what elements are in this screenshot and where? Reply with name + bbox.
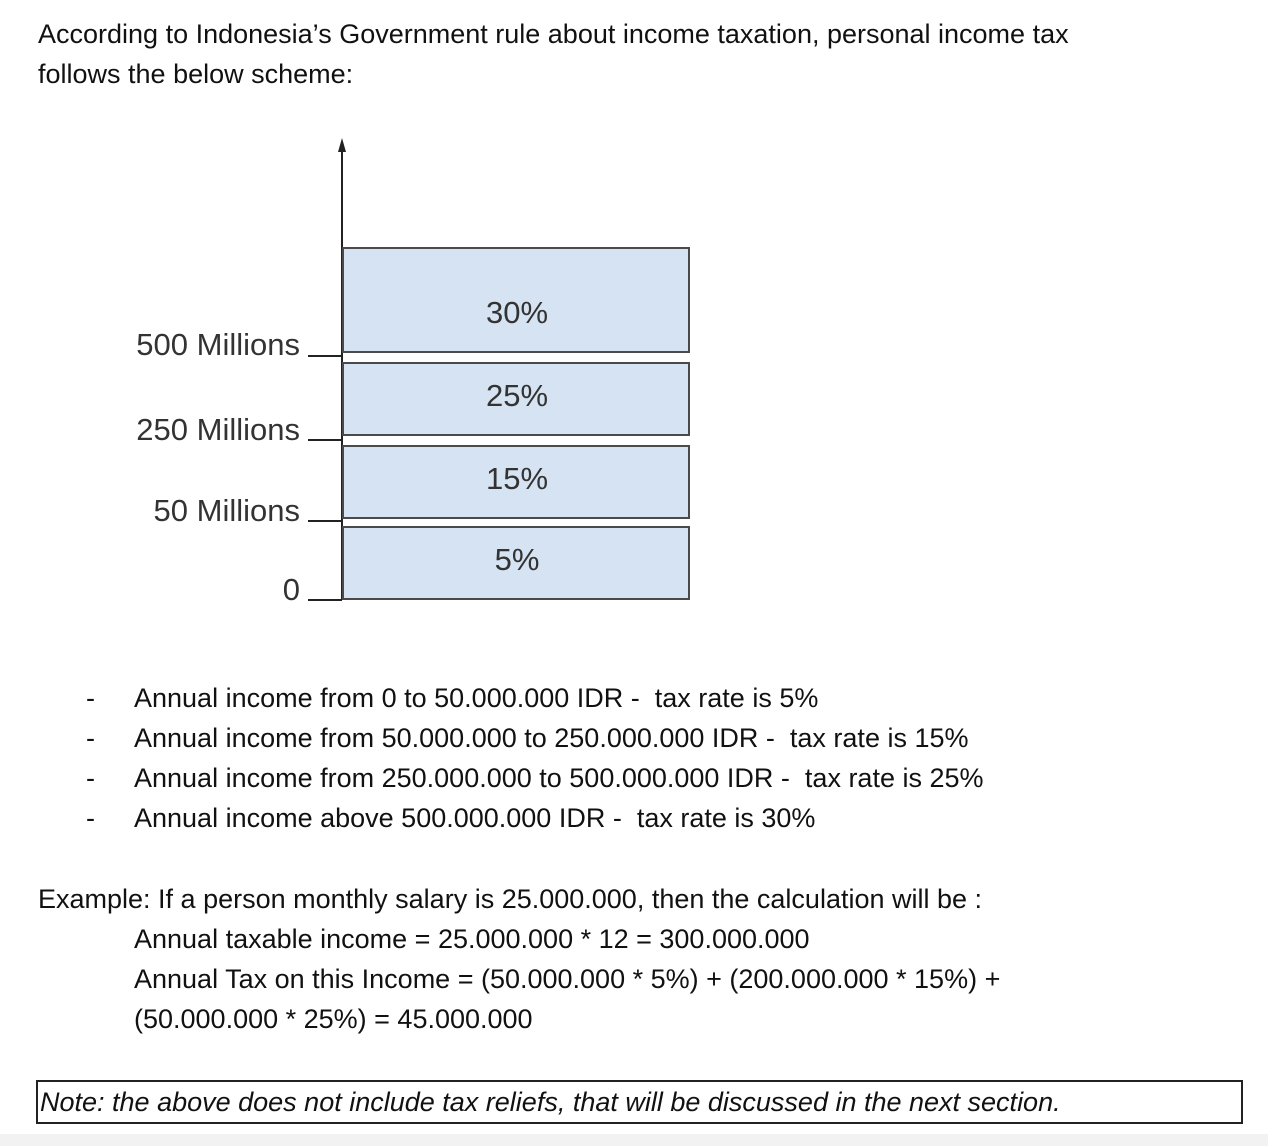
axis-label-0: 0 <box>282 572 300 607</box>
bracket-rate-5: 5% <box>494 542 540 577</box>
axis-arrow-icon <box>338 138 346 152</box>
tax-bracket-diagram: 500 Millions 250 Millions 50 Millions 0 … <box>136 138 690 607</box>
example-annual-tax-line-1: Annual Tax on this Income = (50.000.000 … <box>134 964 1001 994</box>
diagram-lines <box>308 138 346 601</box>
list-item-text: Annual income from 50.000.000 to 250.000… <box>134 723 969 753</box>
bracket-rate-15: 15% <box>485 461 549 496</box>
list-dash: - <box>86 683 95 713</box>
tax-rate-list: - Annual income from 0 to 50.000.000 IDR… <box>0 678 1268 838</box>
example-intro: Example: If a person monthly salary is 2… <box>38 884 983 914</box>
list-item: - Annual income from 0 to 50.000.000 IDR… <box>0 678 1268 718</box>
intro-line-2: follows the below scheme: <box>38 59 354 89</box>
example-annual-income: Annual taxable income = 25.000.000 * 12 … <box>134 924 810 954</box>
list-dash: - <box>86 803 95 833</box>
bracket-30: 30% <box>342 247 690 353</box>
list-item: - Annual income above 500.000.000 IDR - … <box>0 798 1268 838</box>
axis-label-50: 50 Millions <box>153 493 300 528</box>
bracket-rate-25: 25% <box>485 378 549 413</box>
intro-line-1: According to Indonesia’s Government rule… <box>38 19 1069 49</box>
bracket-rate-30: 30% <box>485 295 549 330</box>
list-item-text: Annual income from 250.000.000 to 500.00… <box>134 763 984 793</box>
example-section: Example: If a person monthly salary is 2… <box>38 879 1238 1039</box>
list-item: - Annual income from 50.000.000 to 250.0… <box>0 718 1268 758</box>
list-dash: - <box>86 763 95 793</box>
note-box: Note: the above does not include tax rel… <box>36 1080 1243 1124</box>
example-annual-tax-line-2: (50.000.000 * 25%) = 45.000.000 <box>134 1004 533 1034</box>
axis-label-250: 250 Millions <box>136 412 300 447</box>
bracket-25: 25% <box>342 362 690 436</box>
list-item-text: Annual income from 0 to 50.000.000 IDR -… <box>134 683 819 713</box>
list-dash: - <box>86 723 95 753</box>
bracket-5: 5% <box>342 526 690 600</box>
list-item: - Annual income from 250.000.000 to 500.… <box>0 758 1268 798</box>
bracket-15: 15% <box>342 445 690 519</box>
axis-label-500: 500 Millions <box>136 327 300 362</box>
list-item-text: Annual income above 500.000.000 IDR - ta… <box>134 803 816 833</box>
intro-paragraph: According to Indonesia’s Government rule… <box>38 14 1238 94</box>
page-bottom-edge <box>0 1134 1268 1146</box>
